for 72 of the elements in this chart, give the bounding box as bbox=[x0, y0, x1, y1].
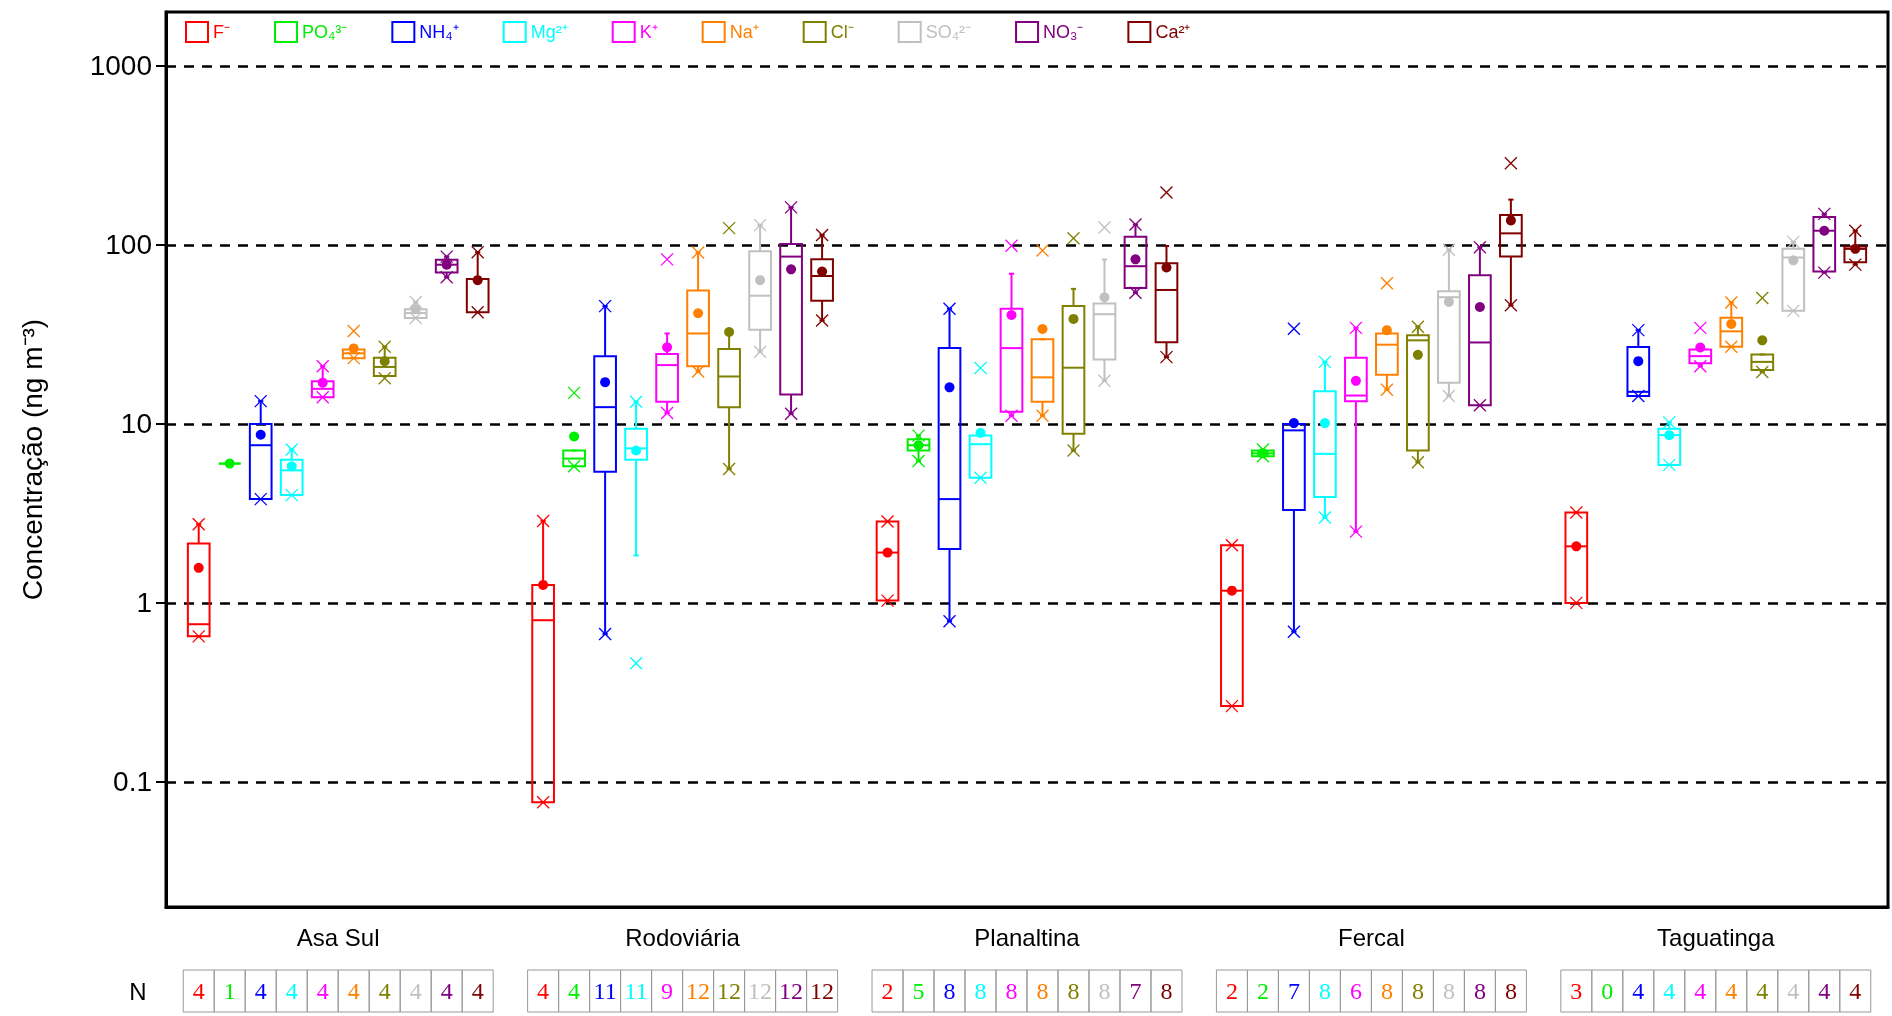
text: 4 bbox=[192, 978, 205, 1004]
legend-label: NH₄⁺ bbox=[419, 22, 459, 42]
text: 12 bbox=[810, 978, 835, 1004]
text: 4 bbox=[568, 978, 581, 1004]
y-axis-title: Concentração (ng m⁻³) bbox=[16, 318, 48, 601]
legend-label: Mg²⁺ bbox=[530, 22, 568, 42]
text: 8 bbox=[1160, 978, 1173, 1004]
text: 12 bbox=[717, 978, 742, 1004]
y-tick-label: 1000 bbox=[89, 50, 152, 82]
text: 4 bbox=[1725, 978, 1738, 1004]
legend-label: K⁺ bbox=[639, 22, 658, 42]
legend-label: Cl⁻ bbox=[830, 22, 854, 42]
text: 7 bbox=[1287, 978, 1300, 1004]
y-tick-label: 10 bbox=[120, 408, 152, 440]
text: 4 bbox=[1663, 978, 1676, 1004]
x-tick-label: Taguatinga bbox=[1657, 923, 1776, 951]
legend-label: NO₃⁻ bbox=[1043, 22, 1084, 42]
y-tick-label: 1 bbox=[136, 587, 152, 619]
x-tick-label: Asa Sul bbox=[296, 923, 380, 951]
text: 8 bbox=[943, 978, 956, 1004]
text: 4 bbox=[316, 978, 329, 1004]
text: 4 bbox=[471, 978, 484, 1004]
y-tick-label: 0.1 bbox=[113, 766, 152, 798]
text: 4 bbox=[409, 978, 422, 1004]
text: 12 bbox=[779, 978, 804, 1004]
legend-label: PO₄³⁻ bbox=[302, 22, 348, 42]
text: 8 bbox=[1067, 978, 1080, 1004]
text: 2 bbox=[1225, 978, 1238, 1004]
text: 4 bbox=[1694, 978, 1707, 1004]
text: 4 bbox=[537, 978, 550, 1004]
y-tick-label: 100 bbox=[105, 229, 152, 261]
text: 9 bbox=[661, 978, 674, 1004]
text: 8 bbox=[1036, 978, 1049, 1004]
text: 4 bbox=[1849, 978, 1862, 1004]
text: 4 bbox=[254, 978, 267, 1004]
text: 8 bbox=[1504, 978, 1517, 1004]
text: 12 bbox=[748, 978, 773, 1004]
text: 8 bbox=[1473, 978, 1486, 1004]
text: 4 bbox=[1818, 978, 1831, 1004]
text: 4 bbox=[1632, 978, 1645, 1004]
text: 8 bbox=[1411, 978, 1424, 1004]
text: 8 bbox=[1318, 978, 1331, 1004]
text: 8 bbox=[1098, 978, 1111, 1004]
text: 2 bbox=[1256, 978, 1269, 1004]
legend-label: Ca²⁺ bbox=[1155, 22, 1191, 42]
text: 11 bbox=[624, 978, 648, 1004]
text: 8 bbox=[1442, 978, 1455, 1004]
legend-label: SO₄²⁻ bbox=[925, 22, 972, 42]
text: 12 bbox=[686, 978, 711, 1004]
text: 8 bbox=[974, 978, 987, 1004]
text: 4 bbox=[285, 978, 298, 1004]
text: 6 bbox=[1349, 978, 1362, 1004]
text: N bbox=[129, 977, 147, 1005]
text: 5 bbox=[912, 978, 925, 1004]
x-tick-label: Planaltina bbox=[974, 923, 1081, 951]
legend-label: F⁻ bbox=[213, 22, 230, 42]
text: 4 bbox=[378, 978, 391, 1004]
text: 4 bbox=[440, 978, 453, 1004]
text: 1 bbox=[223, 978, 236, 1004]
legend-label: Na⁺ bbox=[729, 22, 759, 42]
text: 4 bbox=[1787, 978, 1800, 1004]
text: 8 bbox=[1005, 978, 1018, 1004]
text: 11 bbox=[593, 978, 617, 1004]
x-tick-label: Fercal bbox=[1338, 923, 1405, 951]
text: 8 bbox=[1380, 978, 1393, 1004]
text: 4 bbox=[1756, 978, 1769, 1004]
text: 2 bbox=[881, 978, 894, 1004]
x-tick-label: Rodoviária bbox=[625, 923, 741, 951]
text: 4 bbox=[347, 978, 360, 1004]
text: 7 bbox=[1129, 978, 1142, 1004]
text: 3 bbox=[1570, 978, 1583, 1004]
text: 0 bbox=[1601, 978, 1614, 1004]
